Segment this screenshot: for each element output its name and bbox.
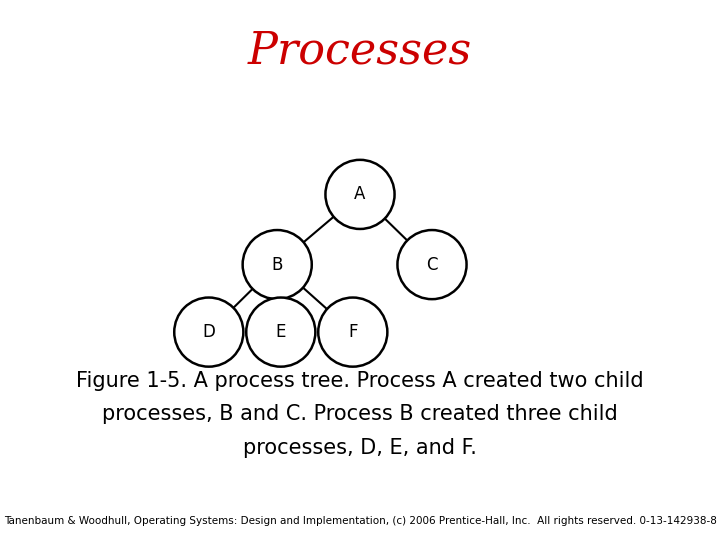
Ellipse shape [318, 298, 387, 367]
Ellipse shape [325, 160, 395, 229]
Ellipse shape [246, 298, 315, 367]
Ellipse shape [174, 298, 243, 367]
Text: processes, B and C. Process B created three child: processes, B and C. Process B created th… [102, 404, 618, 424]
Ellipse shape [243, 230, 312, 299]
Text: D: D [202, 323, 215, 341]
Ellipse shape [397, 230, 467, 299]
Text: Processes: Processes [248, 30, 472, 73]
Text: B: B [271, 255, 283, 274]
Text: C: C [426, 255, 438, 274]
Text: Tanenbaum & Woodhull, Operating Systems: Design and Implementation, (c) 2006 Pre: Tanenbaum & Woodhull, Operating Systems:… [4, 516, 716, 526]
Text: processes, D, E, and F.: processes, D, E, and F. [243, 437, 477, 458]
Text: E: E [276, 323, 286, 341]
Text: F: F [348, 323, 358, 341]
Text: Figure 1-5. A process tree. Process A created two child: Figure 1-5. A process tree. Process A cr… [76, 370, 644, 391]
Text: A: A [354, 185, 366, 204]
